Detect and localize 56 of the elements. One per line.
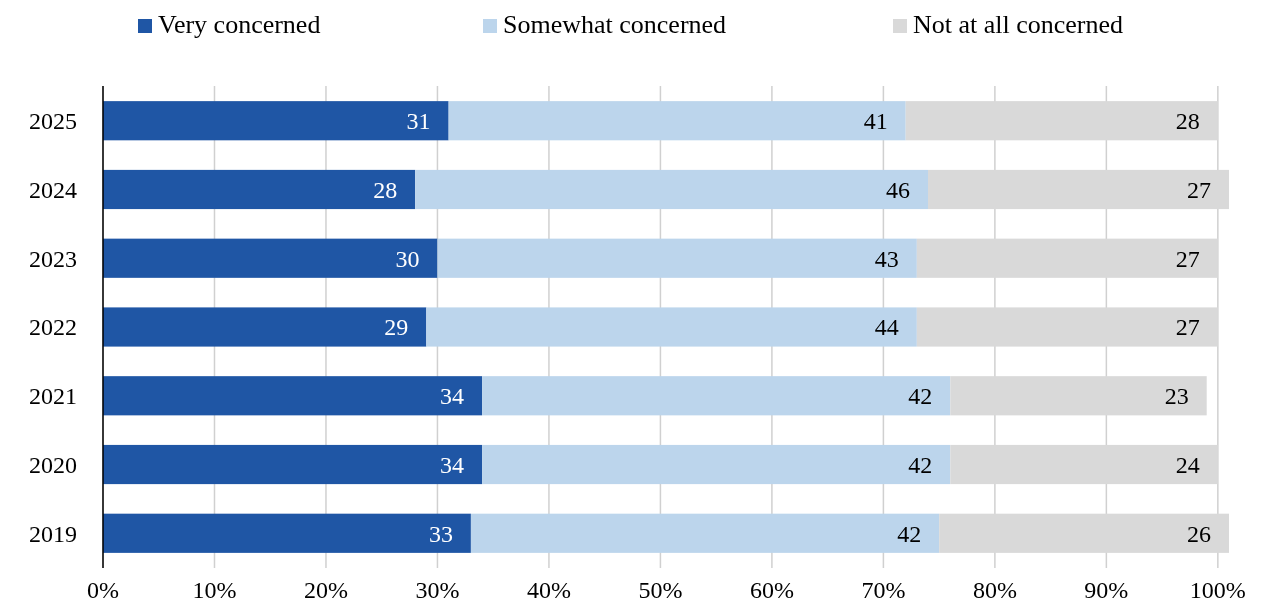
bar: [103, 444, 483, 485]
legend-label: Somewhat concerned: [503, 10, 727, 39]
legend-label: Not at all concerned: [913, 10, 1124, 39]
y-tick-label: 2020: [29, 451, 77, 478]
x-tick-label: 0%: [87, 577, 119, 603]
bar: [448, 101, 906, 141]
y-tick-label: 2022: [29, 314, 77, 341]
x-tick-label: 100%: [1189, 577, 1246, 603]
data-label: 41: [863, 108, 888, 135]
data-label: 46: [885, 176, 910, 203]
data-label: 31: [406, 108, 431, 135]
x-tick-label: 90%: [1084, 577, 1129, 603]
bar: [103, 238, 438, 278]
data-label: 42: [908, 451, 933, 478]
data-label: 43: [874, 245, 899, 272]
data-label: 27: [1187, 176, 1211, 203]
y-tick-label: 2024: [29, 176, 77, 203]
data-label: 34: [440, 383, 465, 410]
y-tick-label: 2019: [29, 520, 77, 547]
data-label: 23: [1164, 383, 1189, 410]
bar: [426, 307, 917, 347]
bar: [482, 444, 951, 485]
bar: [103, 376, 483, 416]
x-tick-label: 20%: [303, 577, 348, 603]
data-label: 27: [1175, 245, 1200, 272]
x-tick-label: 30%: [415, 577, 460, 603]
x-tick-label: 80%: [972, 577, 1017, 603]
data-label: 28: [373, 176, 398, 203]
bar: [415, 169, 928, 210]
data-label: 27: [1175, 314, 1200, 341]
bar: [482, 376, 951, 416]
bar: [103, 513, 471, 553]
legend-label: Very concerned: [158, 10, 321, 39]
bar: [103, 307, 427, 347]
x-tick-label: 40%: [526, 577, 571, 603]
bar: [437, 238, 917, 278]
data-label: 42: [897, 520, 922, 547]
x-tick-label: 10%: [192, 577, 237, 603]
y-tick-label: 2023: [29, 245, 77, 272]
data-label: 42: [908, 383, 933, 410]
data-label: 30: [395, 245, 420, 272]
data-label: 29: [384, 314, 409, 341]
x-tick-label: 60%: [749, 577, 794, 603]
data-label: 34: [440, 451, 465, 478]
bar: [470, 513, 940, 553]
data-label: 44: [874, 314, 899, 341]
bar: [103, 101, 449, 141]
x-tick-label: 50%: [638, 577, 683, 603]
y-tick-label: 2025: [29, 108, 77, 135]
data-label: 33: [428, 520, 453, 547]
x-tick-label: 70%: [861, 577, 906, 603]
data-label: 24: [1175, 451, 1200, 478]
y-tick-label: 2021: [29, 383, 77, 410]
bar: [103, 169, 416, 210]
data-label: 28: [1175, 108, 1200, 135]
data-label: 26: [1187, 520, 1211, 547]
